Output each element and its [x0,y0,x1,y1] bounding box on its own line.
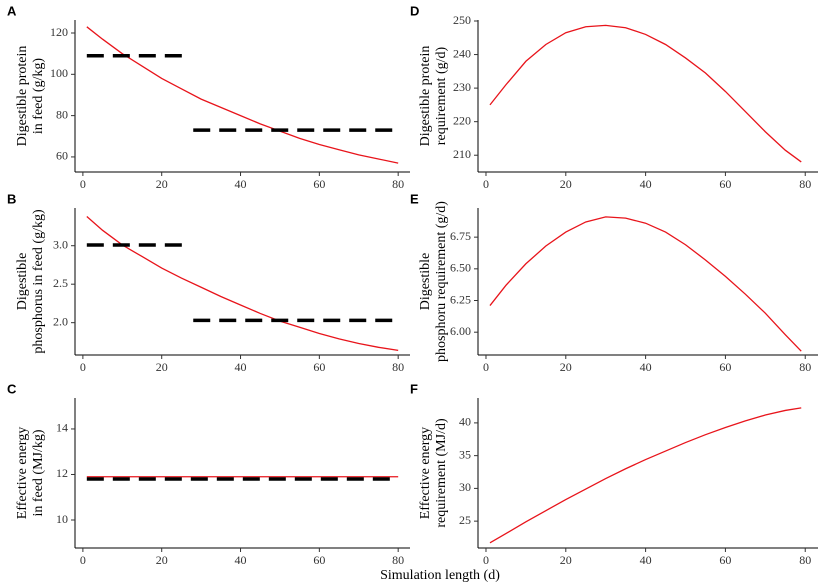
y-tick-label: 25 [459,513,471,527]
y-axis-label: Digestible [418,253,433,311]
panel-label: D [410,3,419,18]
x-tick-label: 20 [560,360,572,374]
y-tick-label: 220 [453,113,471,127]
y-tick-label: 12 [56,466,68,480]
panel-label: F [410,381,418,396]
y-tick-label: 80 [56,107,68,121]
panel-label: C [7,381,17,396]
x-tick-label: 20 [560,177,572,191]
panel-label: B [7,191,16,206]
y-axis-label: in feed (MJ/kg) [31,429,46,516]
x-tick-label: 60 [313,177,325,191]
x-tick-label: 40 [640,177,652,191]
x-tick-label: 80 [392,177,404,191]
x-tick-label: 80 [392,553,404,567]
x-tick-label: 40 [235,177,247,191]
y-tick-label: 30 [459,480,471,494]
x-tick-label: 0 [483,360,489,374]
y-tick-label: 240 [453,46,471,60]
x-tick-label: 20 [560,553,572,567]
y-tick-label: 6.50 [450,261,471,275]
x-tick-label: 80 [799,360,811,374]
y-axis-label: Effective energy [418,427,433,519]
x-tick-label: 60 [719,360,731,374]
x-tick-label: 0 [80,553,86,567]
y-axis-label: Effective energy [15,427,30,519]
x-tick-label: 60 [313,553,325,567]
y-tick-label: 2.0 [53,314,68,328]
curve [86,26,399,164]
y-tick-label: 60 [56,149,68,163]
y-axis-label: requirement (g/d) [434,46,449,145]
x-tick-label: 20 [156,360,168,374]
panel-label: E [410,191,419,206]
curve [489,24,802,163]
y-tick-label: 100 [50,66,68,80]
x-tick-label: 40 [235,553,247,567]
curve [489,407,802,544]
x-tick-label: 80 [799,177,811,191]
panel-label: A [7,3,17,18]
y-axis-label: in feed (g/kg) [31,58,46,135]
x-tick-label: 0 [80,360,86,374]
x-tick-label: 20 [156,177,168,191]
x-tick-label: 0 [483,553,489,567]
y-tick-label: 230 [453,80,471,94]
y-axis-label: Digestible protein [418,46,433,147]
x-tick-label: 60 [313,360,325,374]
curve [489,216,802,352]
x-tick-label: 40 [640,360,652,374]
x-tick-label: 80 [392,360,404,374]
y-tick-label: 14 [56,421,68,435]
x-tick-label: 60 [719,553,731,567]
y-tick-label: 6.75 [450,229,471,243]
y-tick-label: 35 [459,447,471,461]
y-tick-label: 6.25 [450,292,471,306]
x-tick-label: 80 [799,553,811,567]
y-tick-label: 120 [50,25,68,39]
y-tick-label: 40 [459,415,471,429]
x-tick-label: 60 [719,177,731,191]
x-tick-label: 0 [80,177,86,191]
x-axis-label: Simulation length (d) [380,568,500,583]
y-tick-label: 10 [56,512,68,526]
y-axis-label: Digestible protein [15,46,30,147]
x-tick-label: 40 [235,360,247,374]
x-tick-label: 40 [640,553,652,567]
y-tick-label: 2.5 [53,276,68,290]
y-tick-label: 6.00 [450,324,471,338]
y-tick-label: 250 [453,13,471,27]
y-tick-label: 3.0 [53,237,68,251]
y-tick-label: 210 [453,147,471,161]
curve [86,215,399,352]
y-axis-label: phosphorus in feed (g/kg) [31,209,46,354]
x-tick-label: 0 [483,177,489,191]
y-axis-label: requirement (MJ/d) [434,418,449,528]
x-tick-label: 20 [156,553,168,567]
y-axis-label: Digestible [15,253,30,311]
y-axis-label: phosphoru requirement (g/d) [434,201,449,362]
